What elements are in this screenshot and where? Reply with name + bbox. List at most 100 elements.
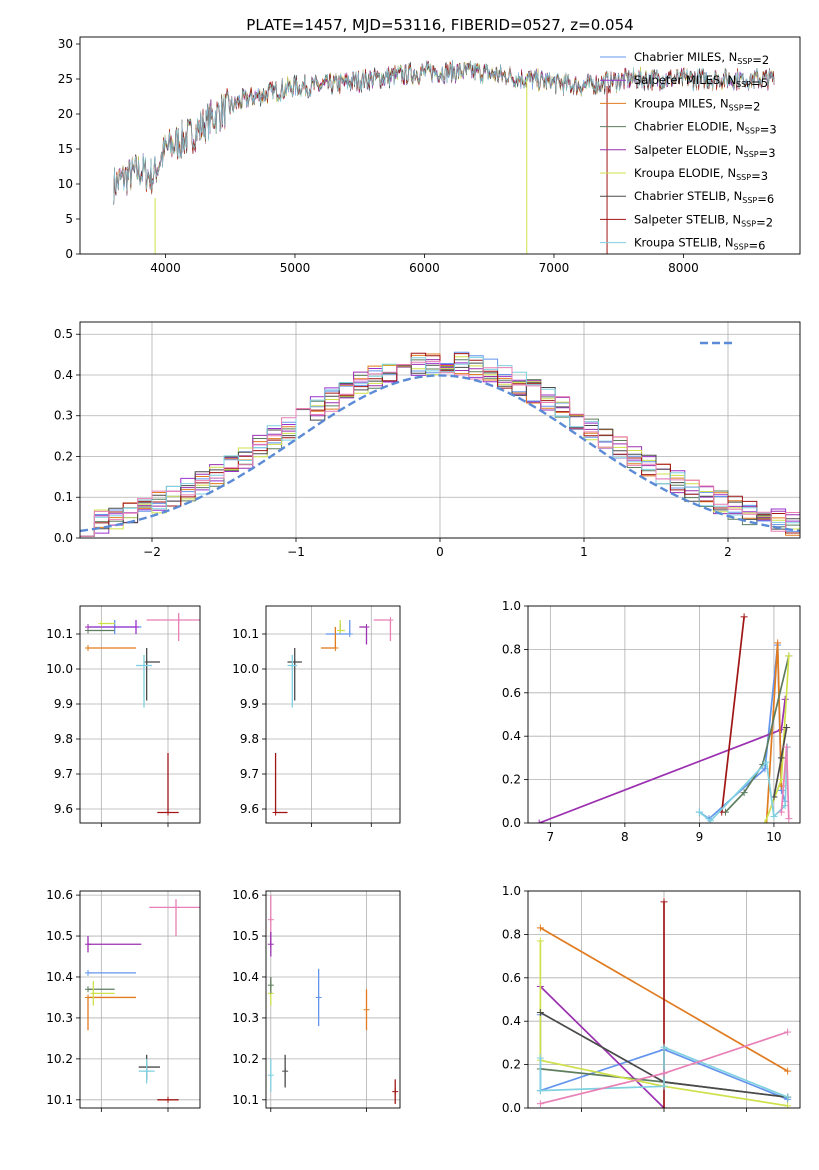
y-tick-label: 9.6: [240, 802, 259, 816]
y-tick-label: 0.3: [54, 409, 73, 423]
plot-area: [267, 895, 399, 1104]
data-point: [157, 753, 179, 816]
y-tick-label: 0.2: [502, 1058, 521, 1072]
x-tick-label: 10: [766, 830, 781, 844]
y-tick-label: 9.9: [240, 697, 259, 711]
axis-ticks: −2 −1 0 1 2 0.0 0.1 0.2 0.3 0.4 0.5: [54, 322, 800, 559]
data-point: [85, 936, 142, 953]
data-point: [287, 655, 298, 708]
legend-label: Chabrier STELIB, NSSP=6: [634, 189, 774, 206]
y-tick-label: 10.1: [46, 627, 73, 641]
x-tick-label: 6000: [409, 261, 440, 275]
y-tick-label: 0.4: [502, 729, 521, 743]
data-point: [392, 1079, 399, 1104]
plot-frame: [79, 890, 201, 1109]
data-point: [143, 648, 160, 701]
data-point: [85, 645, 136, 651]
x-tick-label: 8000: [668, 261, 699, 275]
data-point: [267, 976, 274, 994]
plot-area: [272, 617, 394, 816]
y-tick-label: 30: [58, 37, 73, 51]
y-tick-label: 0.8: [502, 927, 521, 941]
age-vs-metallicity-panel: 9.6 9.7 9.8 9.9 10.0 10.1: [46, 605, 201, 827]
y-tick-label: 9.6: [54, 802, 73, 816]
y-tick-label: 0.8: [502, 642, 521, 656]
plot-area: [535, 613, 793, 823]
x-tick-label: 9: [696, 830, 704, 844]
legend-label: Kroupa MILES, NSSP=2: [634, 96, 760, 113]
y-tick-label: 10.1: [232, 627, 259, 641]
plot-area: [536, 898, 792, 1108]
y-tick-label: 20: [58, 107, 73, 121]
y-tick-label: 10.1: [232, 1093, 259, 1107]
y-tick-label: 10.3: [232, 1011, 259, 1025]
data-point: [88, 620, 139, 634]
y-tick-label: 10.5: [46, 929, 73, 943]
normal-curve: [80, 374, 800, 533]
y-tick-label: 0: [65, 247, 73, 261]
data-point: [359, 624, 370, 645]
y-tick-label: 0.6: [502, 971, 521, 985]
x-tick-label: 4000: [150, 261, 181, 275]
data-point: [98, 620, 115, 627]
mass-vs-metallicity-panel: 10.1 10.2 10.3 10.4 10.5 10.6: [46, 888, 201, 1112]
spectrum-line: [113, 59, 775, 206]
data-point: [363, 989, 370, 1031]
weight-line: [538, 699, 786, 823]
axis-ticks: 9.6 9.7 9.8 9.9 10.0 10.1: [46, 606, 200, 827]
legend-label: Salpeter STELIB, NSSP=2: [634, 212, 773, 229]
y-tick-label: 0.2: [54, 449, 73, 463]
plot-area: [85, 613, 200, 816]
y-tick-label: 10.2: [46, 1052, 73, 1066]
figure-title: PLATE=1457, MJD=53116, FIBERID=0527, z=0…: [246, 16, 633, 34]
plot-frame: [527, 890, 801, 1109]
data-point: [287, 648, 302, 701]
axis-ticks: 10.1 10.2 10.3 10.4 10.5 10.6: [46, 888, 200, 1112]
axis-ticks: 7 8 9 10 0.0 0.2 0.4 0.6 0.8 1.0: [502, 599, 800, 844]
plot-frame: [79, 36, 801, 255]
data-point: [373, 617, 394, 641]
weight-line: [724, 655, 790, 813]
plot-frame: [265, 605, 401, 824]
y-tick-label: 9.7: [54, 767, 73, 781]
data-point: [90, 981, 115, 1006]
x-tick-label: 1: [580, 545, 588, 559]
x-tick-label: 7000: [539, 261, 570, 275]
y-tick-label: 9.8: [54, 732, 73, 746]
legend-label: Chabrier ELODIE, NSSP=3: [634, 120, 777, 137]
data-point: [85, 986, 115, 993]
data-point: [282, 1054, 289, 1088]
data-point: [267, 1058, 274, 1092]
y-tick-label: 10.0: [46, 662, 73, 676]
y-tick-label: 1.0: [502, 884, 521, 898]
x-tick-label: −1: [287, 545, 305, 559]
y-tick-label: 0.2: [502, 773, 521, 787]
plot-area: [80, 351, 800, 537]
plot-frame: [79, 321, 801, 539]
y-tick-label: 10: [58, 177, 73, 191]
residuals-panel: −2 −1 0 1 2 0.0 0.1 0.2 0.3 0.4 0.5: [54, 321, 801, 559]
y-tick-label: 0.0: [502, 816, 521, 830]
data-point: [325, 620, 353, 637]
data-point: [138, 1058, 155, 1084]
y-tick-label: 25: [58, 72, 73, 86]
y-tick-label: 10.2: [232, 1052, 259, 1066]
y-tick-label: 10.6: [232, 888, 259, 902]
axis-ticks: 4000 5000 6000 7000 8000 0 5 10 15 20 25 30: [58, 37, 699, 275]
x-tick-label: 8: [621, 830, 629, 844]
data-point: [272, 753, 288, 816]
data-point: [85, 627, 115, 634]
mass-vs-ebv-panel: 10.1 10.2 10.3 10.4 10.5 10.6: [232, 888, 401, 1112]
y-tick-label: 0.5: [54, 327, 73, 341]
x-tick-label: 2: [724, 545, 732, 559]
y-tick-label: 5: [65, 212, 73, 226]
y-tick-label: 9.8: [240, 732, 259, 746]
y-tick-label: 10.1: [46, 1093, 73, 1107]
y-tick-label: 0.0: [502, 1101, 521, 1115]
data-point: [136, 655, 152, 708]
plot-frame: [265, 890, 401, 1109]
histogram-step: [80, 352, 800, 537]
y-tick-label: 10.6: [46, 888, 73, 902]
histogram-step: [80, 360, 800, 537]
